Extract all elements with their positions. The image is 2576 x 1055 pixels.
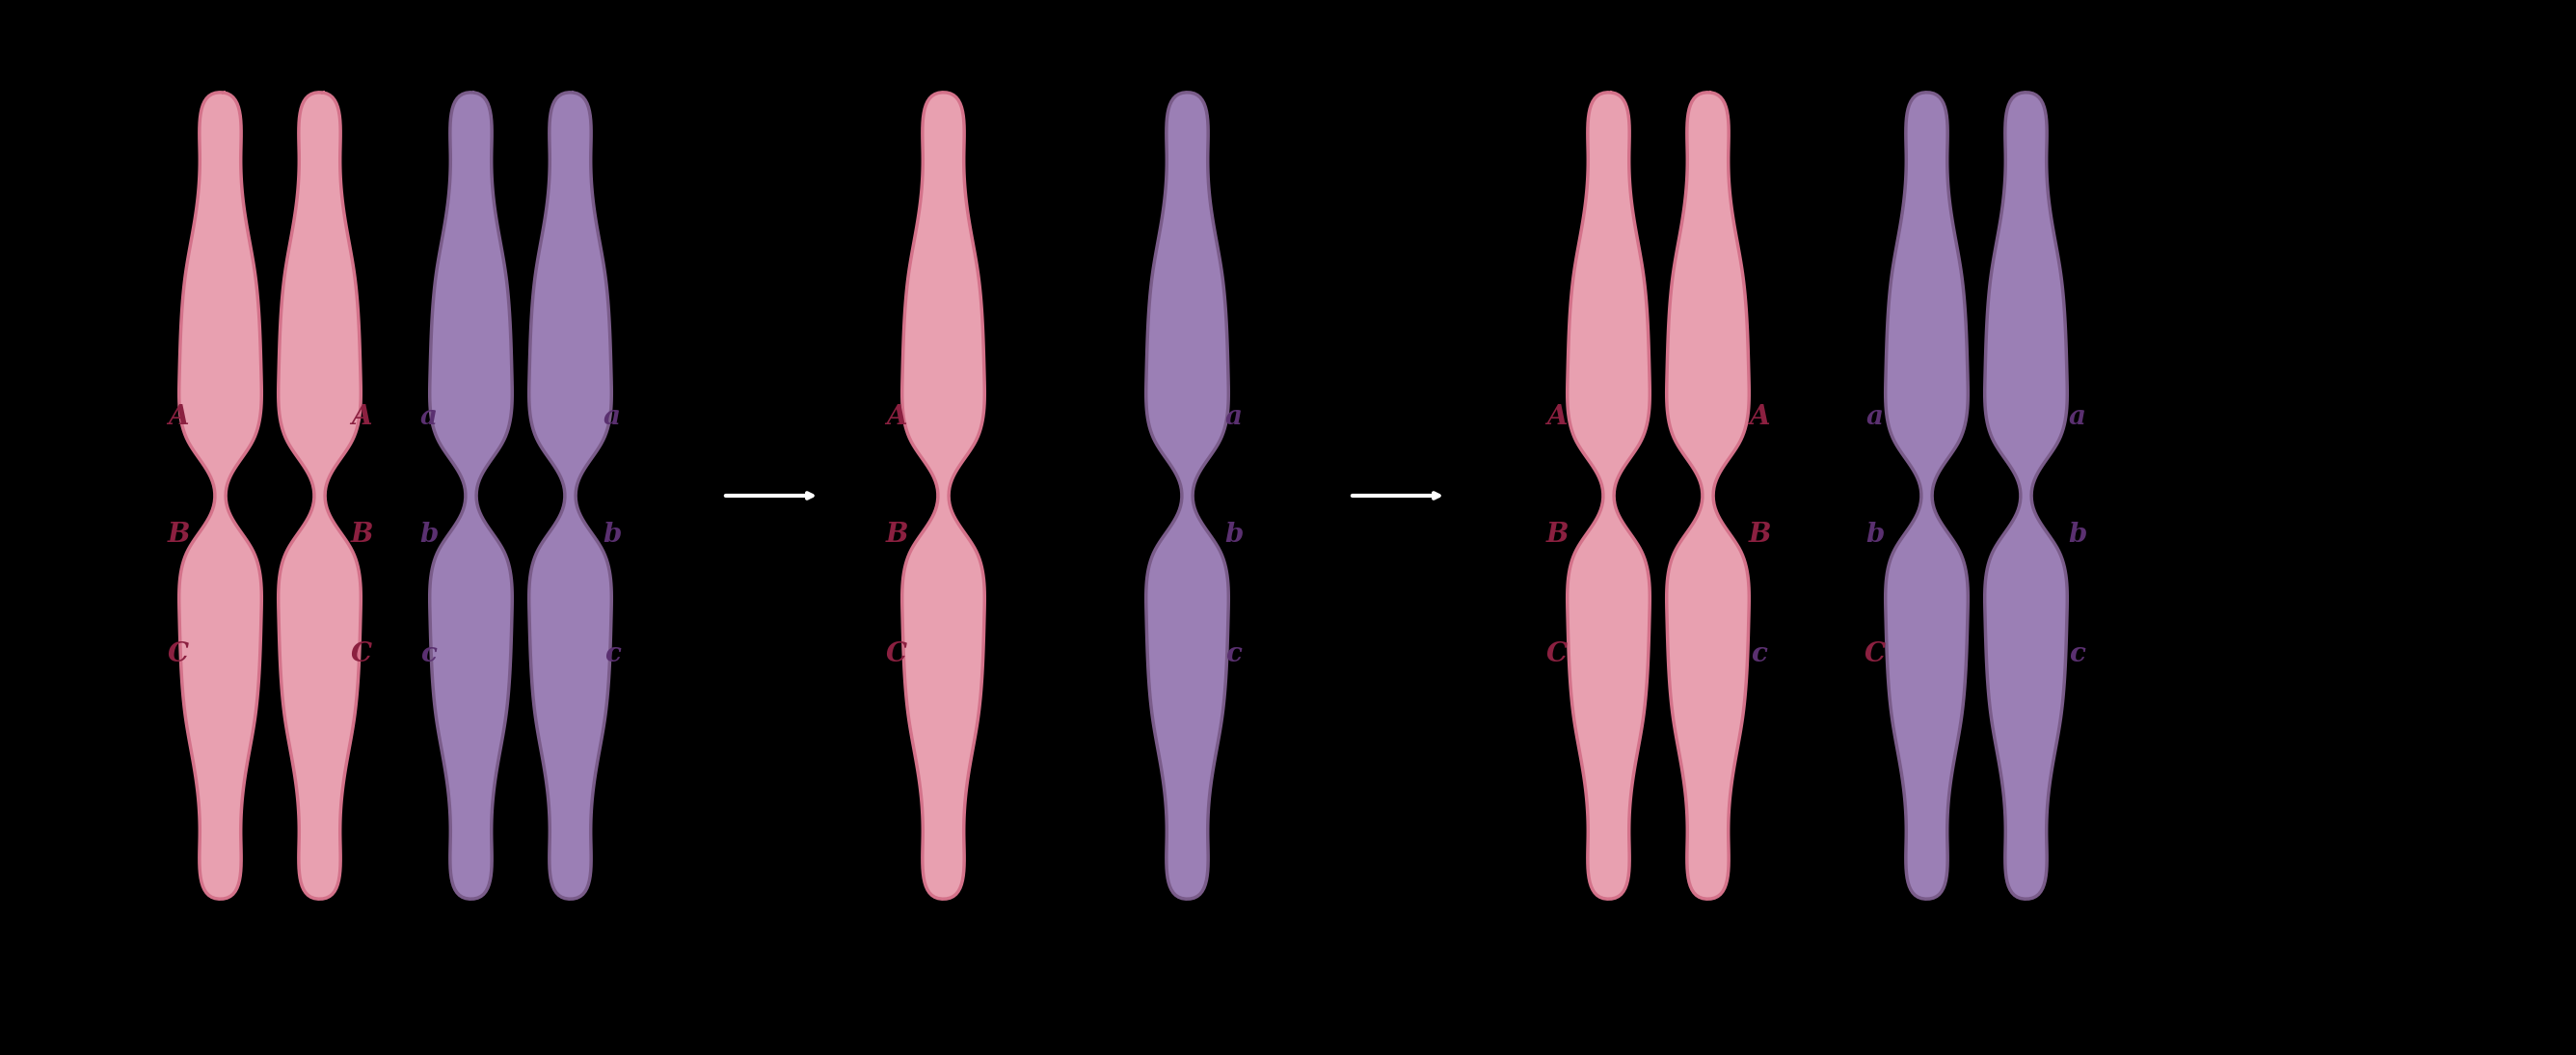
Text: C: C — [350, 640, 371, 667]
Text: B: B — [1749, 522, 1770, 549]
Text: c: c — [420, 640, 438, 667]
Polygon shape — [1667, 93, 1749, 899]
Polygon shape — [1146, 93, 1229, 899]
Text: B: B — [350, 522, 374, 549]
Text: c: c — [2069, 640, 2087, 667]
Text: A: A — [1749, 404, 1770, 429]
Text: b: b — [1224, 522, 1244, 549]
Text: B: B — [167, 522, 191, 549]
Text: b: b — [2069, 522, 2087, 549]
Text: a: a — [1226, 404, 1242, 429]
Polygon shape — [528, 93, 611, 899]
Text: a: a — [2069, 404, 2087, 429]
Text: b: b — [420, 522, 438, 549]
Text: c: c — [1226, 640, 1242, 667]
Polygon shape — [430, 93, 513, 899]
Polygon shape — [180, 93, 263, 899]
Text: c: c — [603, 640, 621, 667]
Polygon shape — [902, 93, 984, 899]
Text: A: A — [167, 404, 188, 429]
Text: b: b — [1865, 522, 1886, 549]
Text: A: A — [350, 404, 371, 429]
Text: C: C — [1865, 640, 1886, 667]
Text: a: a — [603, 404, 621, 429]
Text: C: C — [167, 640, 188, 667]
Text: B: B — [886, 522, 907, 549]
Text: a: a — [420, 404, 438, 429]
Text: C: C — [886, 640, 907, 667]
Text: B: B — [1546, 522, 1569, 549]
Text: C: C — [1546, 640, 1569, 667]
Polygon shape — [1566, 93, 1649, 899]
Text: b: b — [603, 522, 621, 549]
Polygon shape — [278, 93, 361, 899]
Polygon shape — [1886, 93, 1968, 899]
Text: A: A — [886, 404, 907, 429]
Text: a: a — [1868, 404, 1883, 429]
Text: c: c — [1752, 640, 1767, 667]
Polygon shape — [1984, 93, 2066, 899]
Text: A: A — [1546, 404, 1566, 429]
